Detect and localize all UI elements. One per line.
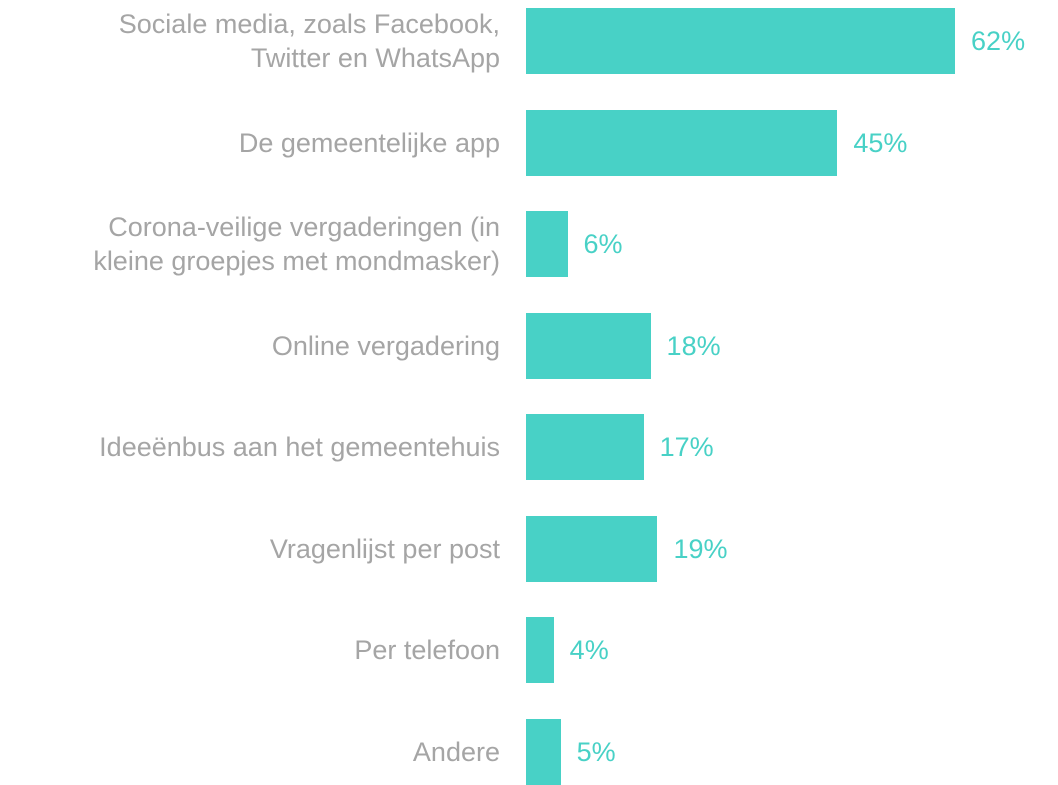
bar [526, 515, 658, 582]
value-label: 18% [666, 330, 721, 361]
value-label: 19% [673, 533, 728, 564]
category-label: Per telefoon [354, 635, 500, 665]
bar [526, 211, 568, 277]
value-label: 6% [583, 229, 623, 259]
category-label: Online vergadering [271, 330, 500, 361]
value-label: 5% [576, 736, 616, 767]
bar [526, 312, 651, 379]
value-label: 62% [971, 26, 1026, 56]
category-label: Andere [412, 736, 500, 767]
category-label: Ideeënbus aan het gemeentehuis [99, 432, 500, 462]
category-label: Corona-veilige vergaderingen (in kleine … [93, 212, 500, 276]
category-label: Vragenlijst per post [269, 533, 500, 564]
category-label: Sociale media, zoals Facebook, Twitter e… [118, 9, 500, 73]
bar [526, 617, 554, 683]
bar [526, 718, 561, 785]
category-label: De gemeentelijke app [238, 127, 500, 158]
bar [526, 109, 838, 176]
value-label: 45% [853, 127, 908, 158]
value-label: 4% [569, 635, 609, 665]
bar [526, 8, 956, 74]
bar [526, 414, 644, 480]
value-label: 17% [659, 432, 714, 462]
